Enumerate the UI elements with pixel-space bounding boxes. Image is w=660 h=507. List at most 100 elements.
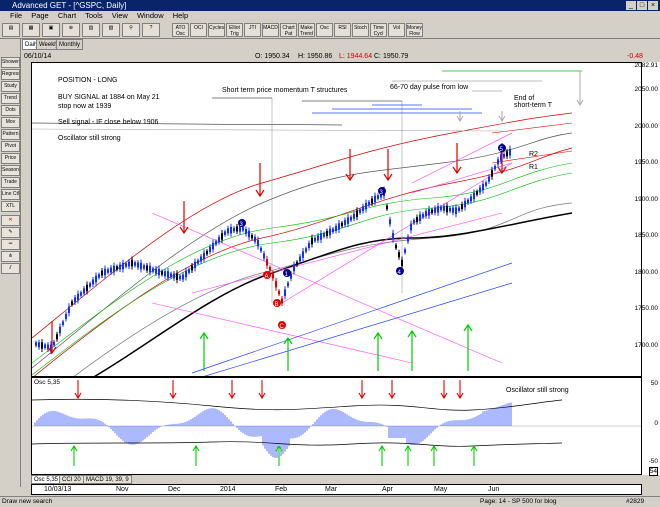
- price-bar: [128, 259, 130, 269]
- left-tool-pivot[interactable]: Pivot: [1, 141, 20, 152]
- minimize-button[interactable]: _: [626, 1, 636, 10]
- delete-icon[interactable]: ✕: [1, 215, 20, 226]
- oscillator-title: Osc 5,35: [34, 379, 61, 386]
- left-tool-line-ctl[interactable]: Line Ctl: [1, 189, 20, 200]
- tool-cycles[interactable]: Cycles: [208, 23, 225, 37]
- price-bar: [260, 246, 262, 254]
- pencil-icon[interactable]: ✎: [1, 227, 20, 238]
- price-bar: [215, 239, 217, 247]
- price-bar: [224, 229, 226, 237]
- channel-icon[interactable]: ⫽: [1, 263, 20, 274]
- price-scale: 2082.91 2050.00 2000.00 1950.00 1900.00 …: [635, 62, 660, 476]
- oscillator-panel[interactable]: Osc 5,35 Oscillator still strong: [31, 377, 642, 475]
- price-bar: [470, 193, 472, 204]
- price-chart-svg: 3 1 3 4 5 A B C: [32, 70, 584, 376]
- price-bar: [167, 268, 169, 281]
- tab-macd[interactable]: MACD 19, 39, 9: [83, 475, 132, 484]
- tool-vol[interactable]: Vol: [388, 23, 405, 37]
- price-bar: [503, 152, 505, 160]
- price-bar: [455, 204, 457, 218]
- green-up-arrow: [199, 331, 209, 371]
- menu-help[interactable]: Help: [172, 11, 189, 20]
- price-bar: [449, 206, 451, 214]
- price-bar: [326, 228, 328, 239]
- price-chart[interactable]: 3 1 3 4 5 A B C POSITION - LONG BUY SIGN…: [31, 62, 642, 377]
- price-bar: [191, 263, 193, 273]
- open-icon[interactable]: ▤: [2, 23, 20, 37]
- grey-down-arrow: [456, 111, 464, 122]
- price-bar: [386, 203, 388, 211]
- tool-oci[interactable]: OCI: [190, 23, 207, 37]
- left-tool-study[interactable]: Study: [1, 81, 20, 92]
- oscillator-arrows: [70, 380, 478, 466]
- price-bar: [410, 220, 412, 234]
- tool-chart-pat[interactable]: Chart Pat: [280, 23, 297, 37]
- left-tool-shower[interactable]: Shower: [1, 57, 20, 68]
- zoom-icon[interactable]: ⊕: [62, 23, 80, 37]
- tab-osc[interactable]: Osc 5,35: [31, 475, 62, 484]
- tool-make-trend[interactable]: Make Trend: [298, 23, 315, 37]
- osc-current-value: 54: [648, 467, 658, 476]
- oscillator-note: Oscillator still strong: [58, 135, 121, 142]
- price-bar: [323, 231, 325, 239]
- price-bar: [143, 263, 145, 271]
- price-bar: [200, 254, 202, 264]
- close-button[interactable]: ×: [648, 1, 658, 10]
- osc-green-arrow: [192, 444, 200, 466]
- tool-stoch[interactable]: Stoch: [352, 23, 369, 37]
- price-bar: [257, 236, 259, 250]
- left-tool-regress[interactable]: Regress: [1, 69, 20, 80]
- save-icon[interactable]: ▦: [22, 23, 40, 37]
- tool-jti[interactable]: JTI: [244, 23, 261, 37]
- price-bar: [416, 214, 418, 225]
- tab-monthly[interactable]: Monthly: [56, 39, 84, 50]
- tab-cci[interactable]: CCI 20: [59, 475, 84, 484]
- price-bar: [74, 295, 76, 305]
- price-bar: [341, 221, 343, 228]
- tool-ato[interactable]: ATO Osc: [172, 23, 189, 37]
- help-icon[interactable]: ?: [142, 23, 160, 37]
- tool-rsi[interactable]: RSI: [334, 23, 351, 37]
- price-bar: [428, 205, 430, 219]
- tool-money-flow[interactable]: Money Flow: [406, 23, 423, 37]
- osc-green-arrow: [275, 444, 283, 466]
- tool-time-cycl[interactable]: Time Cycl: [370, 23, 387, 37]
- left-tool-trade-profile[interactable]: Trade Profile: [1, 177, 20, 188]
- tool-elliot[interactable]: Elliot Trig: [226, 23, 243, 37]
- left-tool-pattern[interactable]: Pattern: [1, 129, 20, 140]
- left-tool-xtl[interactable]: XTL: [1, 201, 20, 212]
- grey-down-arrow: [498, 111, 506, 122]
- price-bar: [398, 249, 400, 260]
- search-icon[interactable]: ⚲: [122, 23, 140, 37]
- osc-red-arrow: [358, 380, 366, 400]
- print-icon[interactable]: ▣: [42, 23, 60, 37]
- price-bar: [131, 256, 133, 270]
- chart-icon[interactable]: ▥: [82, 23, 100, 37]
- price-bar: [287, 281, 289, 288]
- price-bar: [320, 230, 322, 243]
- menu-page[interactable]: Page: [31, 11, 49, 20]
- left-tool-seasonal[interactable]: Seasonal: [1, 165, 20, 176]
- wave-labels: 3 1 3 4 5 A B C: [238, 144, 506, 330]
- left-tool-trend[interactable]: Trend: [1, 93, 20, 104]
- price-bar: [440, 204, 442, 212]
- tool-osc[interactable]: Osc: [316, 23, 333, 37]
- menu-file[interactable]: File: [10, 11, 23, 20]
- left-tool-mov-ave[interactable]: Mov Ave: [1, 117, 20, 128]
- menu-tools[interactable]: Tools: [85, 11, 103, 20]
- menu-chart[interactable]: Chart: [57, 11, 77, 20]
- menu-window[interactable]: Window: [136, 11, 164, 20]
- price-bar: [65, 311, 67, 322]
- menu-view[interactable]: View: [111, 11, 128, 20]
- low-value: L: 1944.64: [339, 53, 373, 60]
- maximize-button[interactable]: □: [637, 1, 647, 10]
- left-tool-price-chart[interactable]: Price Chart: [1, 153, 20, 164]
- osc-label-0: 0: [654, 420, 658, 427]
- fork-icon[interactable]: ⋔: [1, 251, 20, 262]
- grid-icon[interactable]: ▧: [102, 23, 120, 37]
- left-tool-dots[interactable]: Dots: [1, 105, 20, 116]
- price-bar: [305, 246, 307, 254]
- tool-macd[interactable]: MACD: [262, 23, 279, 37]
- ruler-icon[interactable]: ═: [1, 239, 20, 250]
- r2-label: R2: [529, 151, 538, 158]
